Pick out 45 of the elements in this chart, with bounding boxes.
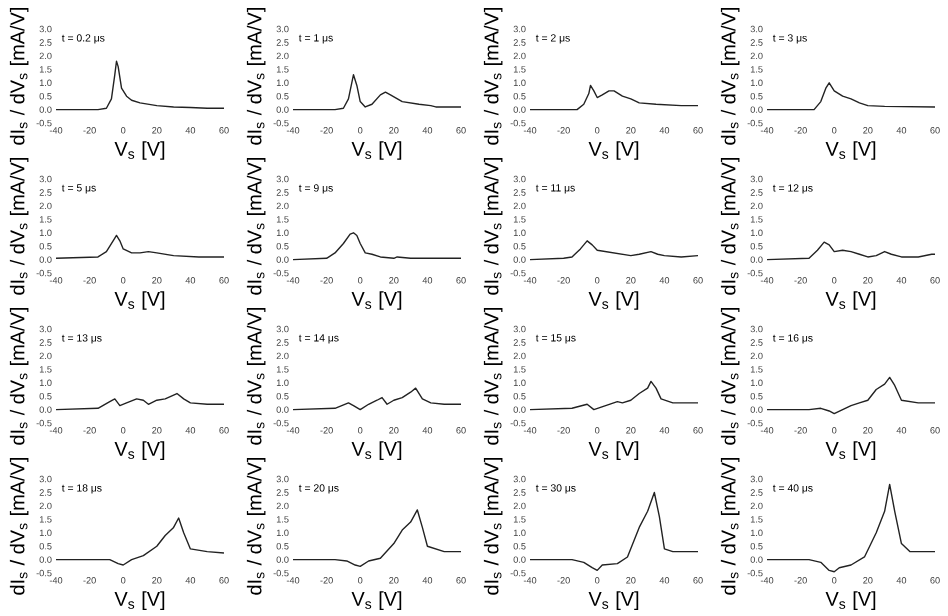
x-axis-title: V$_{s}$ [V] bbox=[114, 291, 165, 310]
line-series bbox=[293, 387, 462, 411]
x-axis-title: V$_{s}$ [V] bbox=[351, 141, 402, 160]
x-axis-title: V$_{s}$ [V] bbox=[351, 441, 402, 460]
x-axis-title: V$_{s}$ [V] bbox=[588, 141, 639, 160]
y-axis-title: dI$_{s}$ / dV$_{s}$ [mA/V] bbox=[246, 157, 266, 295]
line-series bbox=[293, 73, 462, 111]
x-axis-title: V$_{s}$ [V] bbox=[588, 441, 639, 460]
y-axis-title: dI$_{s}$ / dV$_{s}$ [mA/V] bbox=[9, 7, 29, 145]
x-axis-title: V$_{s}$ [V] bbox=[114, 441, 165, 460]
line-series bbox=[767, 241, 936, 261]
line-series bbox=[767, 81, 936, 111]
line-series bbox=[293, 509, 462, 567]
line-series bbox=[530, 491, 699, 571]
x-axis-title: V$_{s}$ [V] bbox=[588, 291, 639, 310]
line-series bbox=[530, 380, 699, 411]
x-axis-title: V$_{s}$ [V] bbox=[825, 141, 876, 160]
y-axis-title: dI$_{s}$ / dV$_{s}$ [mA/V] bbox=[9, 157, 29, 295]
y-axis-title: dI$_{s}$ / dV$_{s}$ [mA/V] bbox=[483, 7, 503, 145]
x-axis-title: V$_{s}$ [V] bbox=[588, 591, 639, 610]
y-axis-title: dI$_{s}$ / dV$_{s}$ [mA/V] bbox=[246, 457, 266, 595]
y-axis-title: dI$_{s}$ / dV$_{s}$ [mA/V] bbox=[483, 457, 503, 595]
line-series bbox=[767, 483, 936, 573]
y-axis-title: dI$_{s}$ / dV$_{s}$ [mA/V] bbox=[9, 307, 29, 445]
line-series bbox=[56, 234, 225, 259]
y-axis-title: dI$_{s}$ / dV$_{s}$ [mA/V] bbox=[720, 307, 740, 445]
line-series bbox=[56, 60, 225, 111]
x-axis-title: V$_{s}$ [V] bbox=[825, 591, 876, 610]
y-axis-title: dI$_{s}$ / dV$_{s}$ [mA/V] bbox=[246, 307, 266, 445]
x-axis-title: V$_{s}$ [V] bbox=[114, 141, 165, 160]
x-axis-title: V$_{s}$ [V] bbox=[351, 291, 402, 310]
y-axis-title: dI$_{s}$ / dV$_{s}$ [mA/V] bbox=[720, 457, 740, 595]
x-axis-title: V$_{s}$ [V] bbox=[825, 441, 876, 460]
line-series bbox=[293, 231, 462, 261]
y-axis-title: dI$_{s}$ / dV$_{s}$ [mA/V] bbox=[246, 7, 266, 145]
y-axis-title: dI$_{s}$ / dV$_{s}$ [mA/V] bbox=[483, 307, 503, 445]
y-axis-title: dI$_{s}$ / dV$_{s}$ [mA/V] bbox=[9, 457, 29, 595]
x-axis-title: V$_{s}$ [V] bbox=[114, 591, 165, 610]
line-series bbox=[56, 392, 225, 411]
y-axis-title: dI$_{s}$ / dV$_{s}$ [mA/V] bbox=[720, 157, 740, 295]
line-series bbox=[530, 84, 699, 111]
x-axis-title: V$_{s}$ [V] bbox=[825, 291, 876, 310]
y-axis-title: dI$_{s}$ / dV$_{s}$ [mA/V] bbox=[720, 7, 740, 145]
x-axis-title: V$_{s}$ [V] bbox=[351, 591, 402, 610]
y-axis-title: dI$_{s}$ / dV$_{s}$ [mA/V] bbox=[483, 157, 503, 295]
